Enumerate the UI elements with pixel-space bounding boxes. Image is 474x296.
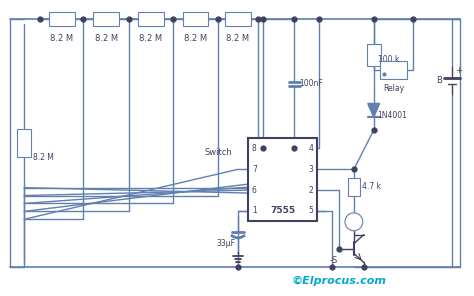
Text: 8.2 M: 8.2 M — [95, 34, 118, 43]
Text: 6: 6 — [252, 186, 257, 194]
Text: 7555: 7555 — [270, 206, 295, 215]
Text: 8.2 M: 8.2 M — [33, 153, 54, 163]
Text: 4: 4 — [309, 144, 313, 153]
Text: 8.2 M: 8.2 M — [184, 34, 207, 43]
Text: Relay: Relay — [383, 83, 404, 93]
Text: 8: 8 — [252, 144, 256, 153]
Bar — [138, 12, 164, 26]
Text: 1: 1 — [252, 206, 256, 215]
Text: 8.2 M: 8.2 M — [227, 34, 249, 43]
Text: 3: 3 — [309, 165, 313, 174]
Bar — [49, 12, 74, 26]
Text: 100nF: 100nF — [300, 79, 323, 89]
Text: B: B — [436, 76, 442, 85]
Text: +: + — [455, 66, 462, 75]
Text: 4.7 k: 4.7 k — [362, 182, 381, 191]
Bar — [348, 178, 360, 196]
Text: 7: 7 — [252, 165, 257, 174]
Circle shape — [345, 213, 363, 231]
Text: 1N4001: 1N4001 — [378, 111, 408, 120]
Text: 100 k: 100 k — [378, 55, 399, 64]
Text: -S: -S — [330, 256, 338, 266]
Text: ©Elprocus.com: ©Elprocus.com — [292, 276, 386, 286]
Bar — [17, 129, 31, 157]
Bar — [248, 138, 317, 221]
Bar — [225, 12, 251, 26]
Text: 5: 5 — [309, 206, 313, 215]
Bar — [380, 61, 407, 79]
Text: 33μF: 33μF — [216, 239, 235, 248]
Text: 8.2 M: 8.2 M — [50, 34, 73, 43]
Bar — [93, 12, 119, 26]
Text: Switch: Switch — [204, 148, 232, 157]
Text: 8.2 M: 8.2 M — [139, 34, 163, 43]
Bar — [367, 44, 381, 66]
Polygon shape — [368, 103, 380, 117]
Bar — [182, 12, 208, 26]
Text: 2: 2 — [309, 186, 313, 194]
